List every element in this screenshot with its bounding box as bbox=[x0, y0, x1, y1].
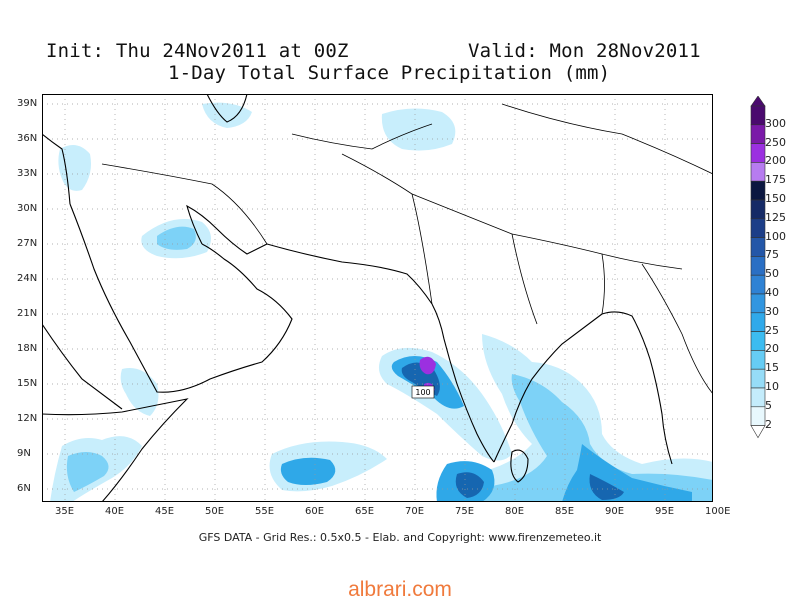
lon-label: 50E bbox=[205, 506, 225, 517]
lon-label: 60E bbox=[305, 506, 325, 517]
lat-lon-grid bbox=[42, 94, 713, 502]
coastlines bbox=[42, 94, 713, 502]
data-credit: GFS DATA - Grid Res.: 0.5x0.5 - Elab. an… bbox=[198, 531, 602, 544]
precip-area-indian-ocean-core bbox=[280, 457, 336, 485]
map-title: 1-Day Total Surface Precipitation (mm) bbox=[168, 62, 611, 84]
colorbar-label: 2 bbox=[765, 417, 772, 431]
colorbar-top-arrow bbox=[750, 96, 766, 107]
colorbar-swatch bbox=[750, 331, 766, 351]
lon-label: 75E bbox=[455, 506, 475, 517]
precip-area-africa-core bbox=[66, 452, 109, 492]
colorbar-label: 175 bbox=[765, 173, 786, 187]
precipitation-field bbox=[50, 102, 713, 502]
map-frame bbox=[42, 94, 713, 502]
precip-area-afghan bbox=[381, 108, 456, 151]
colorbar-swatch bbox=[750, 218, 766, 238]
colorbar-swatch bbox=[750, 143, 766, 163]
colorbar-swatch bbox=[750, 237, 766, 257]
colorbar-label: 25 bbox=[765, 323, 779, 337]
lon-label: 80E bbox=[505, 506, 525, 517]
colorbar-swatch bbox=[750, 199, 766, 220]
lat-label: 21N bbox=[17, 308, 38, 319]
lon-label: 35E bbox=[55, 506, 75, 517]
lat-label: 15N bbox=[17, 378, 38, 389]
lon-label: 70E bbox=[405, 506, 425, 517]
colorbar-swatch bbox=[750, 368, 766, 389]
lat-label: 9N bbox=[17, 448, 31, 459]
watermark: albrari.com bbox=[348, 578, 452, 601]
map-canvas: 100 bbox=[42, 94, 713, 502]
colorbar-swatch bbox=[750, 124, 766, 144]
lat-label: 24N bbox=[17, 273, 38, 284]
colorbar-label: 200 bbox=[765, 154, 786, 168]
precip-area-bay-core bbox=[462, 374, 713, 502]
lat-label: 30N bbox=[17, 203, 38, 214]
colorbar-label: 150 bbox=[765, 192, 786, 205]
lon-label: 90E bbox=[605, 506, 625, 517]
lat-label: 6N bbox=[17, 483, 31, 494]
lon-label: 55E bbox=[255, 506, 275, 517]
colorbar-label: 100 bbox=[765, 229, 786, 243]
colorbar-swatch bbox=[750, 312, 766, 332]
precipitation-map: 100 bbox=[42, 94, 713, 502]
lat-label: 33N bbox=[17, 168, 38, 179]
precip-area-levant bbox=[58, 145, 91, 191]
colorbar-label: 300 bbox=[765, 116, 786, 130]
lat-label: 39N bbox=[17, 98, 38, 109]
precip-area-caspian bbox=[202, 102, 252, 128]
colorbar-label: 30 bbox=[765, 304, 779, 318]
colorbar-swatch bbox=[750, 387, 766, 408]
lat-label: 36N bbox=[17, 133, 38, 144]
precip-area-gulf-core bbox=[157, 226, 196, 250]
lon-label: 100E bbox=[705, 506, 731, 517]
colorbar-label: 5 bbox=[765, 398, 772, 412]
colorbar-label: 50 bbox=[765, 267, 779, 281]
lon-label: 65E bbox=[355, 506, 375, 517]
lat-label: 27N bbox=[17, 238, 38, 249]
lat-label: 18N bbox=[17, 343, 38, 354]
colorbar-label: 250 bbox=[765, 135, 786, 149]
lon-label: 95E bbox=[655, 506, 675, 517]
colorbar-bottom-arrow bbox=[750, 425, 766, 439]
colorbar-swatch bbox=[750, 350, 766, 370]
colorbar-swatch bbox=[750, 293, 766, 314]
lon-label: 85E bbox=[555, 506, 575, 517]
colorbar-swatch bbox=[750, 256, 766, 276]
lon-label: 40E bbox=[105, 506, 125, 517]
colorbar-label: 15 bbox=[765, 361, 779, 375]
colorbar-label: 10 bbox=[765, 380, 779, 393]
init-time-label: Init: Thu 24Nov2011 at 00Z bbox=[46, 40, 349, 62]
precip-area-arabian-purple bbox=[419, 356, 436, 375]
precip-area-bay-darker bbox=[589, 474, 624, 500]
colorbar-label: 125 bbox=[765, 210, 786, 224]
colorbar-swatch bbox=[750, 406, 766, 426]
lat-label: 12N bbox=[17, 413, 38, 424]
contour-label-100: 100 bbox=[411, 385, 435, 399]
colorbar-label: 75 bbox=[765, 248, 779, 262]
colorbar-label: 40 bbox=[765, 286, 779, 299]
colorbar-swatch bbox=[750, 162, 766, 182]
colorbar-label: 20 bbox=[765, 342, 779, 356]
contour-label-text: 100 bbox=[415, 388, 430, 397]
precip-area-red-sea bbox=[120, 368, 159, 416]
colorbar-swatch bbox=[750, 105, 766, 126]
lon-label: 45E bbox=[155, 506, 175, 517]
precipitation-colorbar bbox=[750, 96, 766, 439]
colorbar-swatch bbox=[750, 274, 766, 295]
precip-area-srilanka-dark bbox=[455, 472, 484, 498]
valid-time-label: Valid: Mon 28Nov2011 bbox=[468, 40, 701, 62]
colorbar-swatch bbox=[750, 180, 766, 201]
